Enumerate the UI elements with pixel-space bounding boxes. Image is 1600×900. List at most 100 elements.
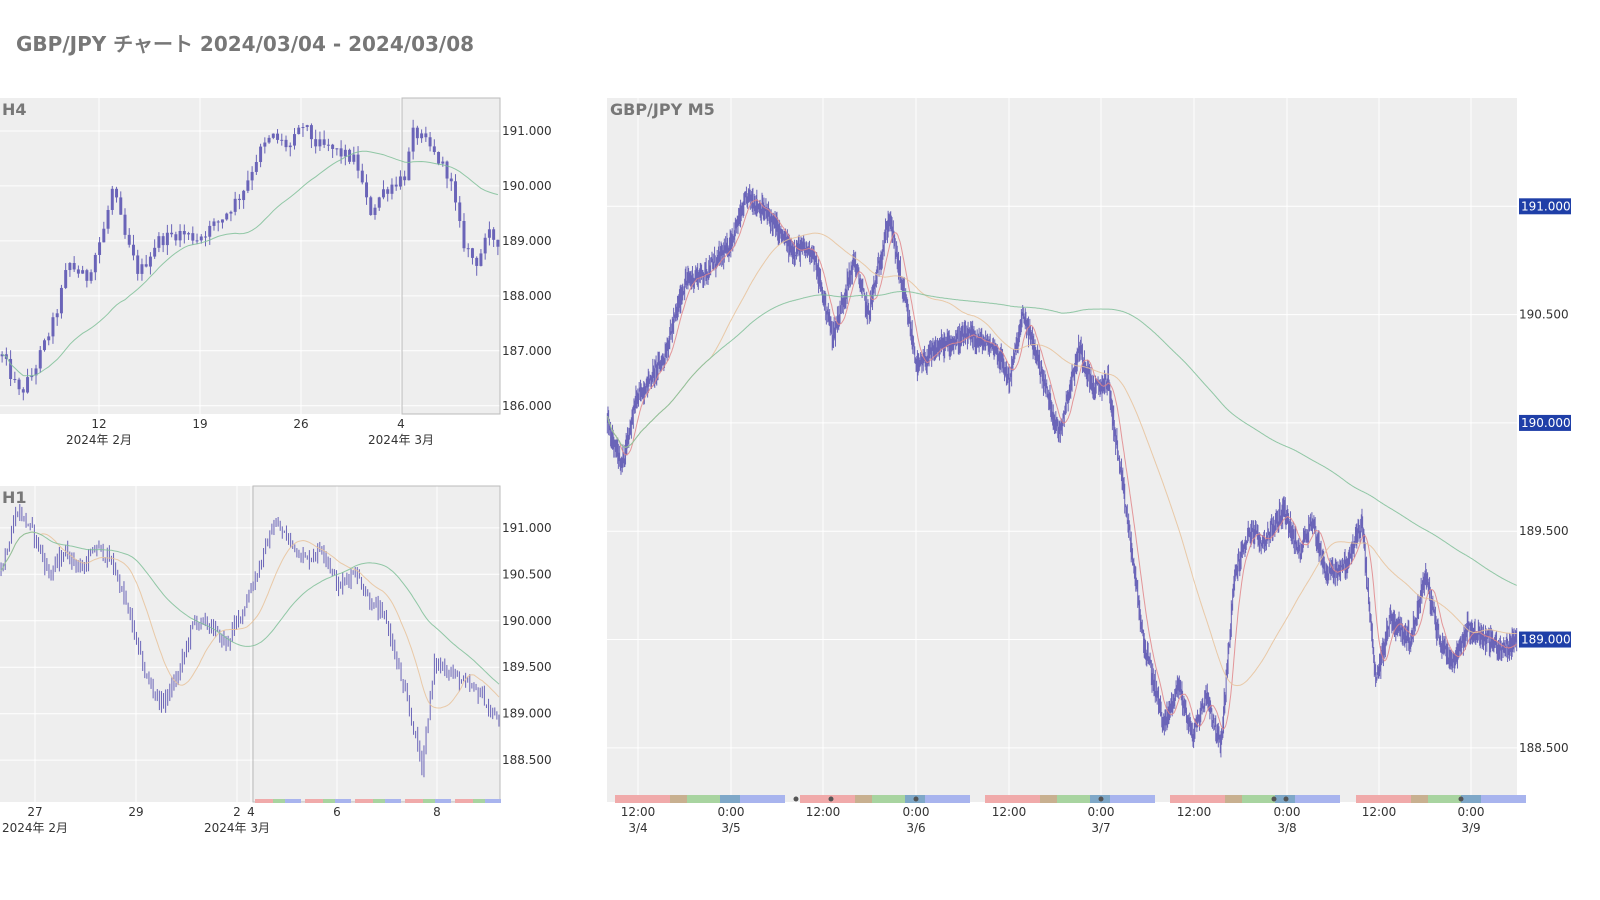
price-level-badge — [1519, 631, 1571, 648]
candle-body — [271, 133, 275, 138]
y-tick-label: 189.000 — [502, 707, 552, 721]
candle-body — [466, 248, 470, 250]
x-tick-label: 12:00 — [1177, 805, 1212, 819]
candle-body — [199, 236, 203, 241]
price-level-badge-text: 189.000 — [1521, 633, 1571, 647]
session-bar-segment — [405, 799, 423, 803]
candle-body — [390, 184, 394, 194]
candle-body — [403, 176, 407, 181]
y-tick-label: 189.500 — [1519, 524, 1569, 538]
candle-body — [373, 207, 377, 215]
candle-body — [335, 148, 339, 150]
candle-body — [102, 228, 106, 243]
session-bar-segment — [1461, 795, 1481, 803]
candle-body — [182, 230, 186, 235]
candle-body — [43, 340, 46, 351]
session-bar-segment — [305, 799, 323, 803]
session-bar-segment — [385, 799, 401, 803]
candle-body — [250, 171, 254, 181]
candle-body — [246, 180, 250, 191]
y-tick-label: 186.000 — [502, 399, 552, 413]
chart-panel-h1: 188.500 189.000 189.500 190.000 190.500 191.0… — [0, 485, 552, 835]
candle-body — [26, 377, 30, 393]
session-bar-segment — [720, 795, 740, 803]
session-bar-segment — [255, 799, 273, 803]
candle-body — [0, 354, 4, 357]
candle-body — [462, 220, 466, 249]
candle-body — [165, 232, 169, 246]
h1-plot-background — [0, 486, 500, 802]
h4-week-highlight — [401, 97, 501, 415]
candle-body — [322, 139, 326, 145]
candle-body — [21, 389, 25, 393]
candle-body — [174, 234, 178, 241]
candle-body — [170, 232, 174, 235]
x-tick-label: 0:00 — [1088, 805, 1115, 819]
event-marker — [1283, 796, 1289, 802]
x-tick-sublabel: 3/6 — [906, 821, 925, 835]
x-tick-label: 29 — [128, 805, 143, 819]
candle-body — [131, 244, 135, 256]
candle-body — [479, 253, 483, 266]
candle-body — [68, 262, 72, 271]
m5-moving-average-line — [606, 291, 1517, 586]
y-tick-label: 188.500 — [502, 753, 552, 767]
candle-body — [339, 148, 343, 157]
x-tick-label: 0:00 — [1458, 805, 1485, 819]
session-bar-segment — [273, 799, 285, 803]
candle-body — [259, 146, 263, 163]
x-tick-label: 12:00 — [1362, 805, 1397, 819]
candle-body — [148, 256, 152, 267]
candle-body — [415, 127, 419, 139]
candle-body — [318, 139, 322, 147]
candle-body — [424, 133, 428, 138]
x-tick-label: 0:00 — [718, 805, 745, 819]
candle-body — [428, 137, 432, 147]
session-bar-segment — [1411, 795, 1428, 803]
candle-body — [76, 269, 80, 274]
x-tick-sublabel: 3/4 — [628, 821, 647, 835]
candle-body — [136, 255, 140, 274]
x-tick-sublabel: 3/9 — [1461, 821, 1480, 835]
x-tick-sublabel: 2024年 2月 — [2, 821, 68, 835]
m5-candles — [606, 184, 1518, 758]
candle-body — [263, 142, 267, 147]
candle-body — [352, 154, 356, 162]
m5-chart-title: GBP/JPY M5 — [610, 100, 715, 119]
page-title: GBP/JPY チャート 2024/03/04 - 2024/03/08 — [16, 32, 475, 56]
candle-body — [309, 125, 313, 140]
candle-body — [38, 350, 42, 369]
candle-body — [140, 264, 144, 274]
candle-body — [411, 127, 415, 152]
candle-body — [297, 127, 301, 135]
candle-body — [449, 178, 453, 182]
chart-panel-m5: 188.500 189.000 189.500 190.000 190.500 191.0… — [606, 98, 1571, 835]
candle-body — [13, 379, 17, 381]
candle-body — [487, 229, 491, 238]
candle-body — [123, 214, 127, 235]
session-bar-segment — [335, 799, 351, 803]
session-bar-segment — [740, 795, 785, 803]
candle-body — [93, 254, 97, 273]
x-tick-label: 6 — [333, 805, 341, 819]
candle-body — [470, 248, 474, 258]
session-bar-segment — [1295, 795, 1340, 803]
h1-moving-average-line — [0, 531, 500, 685]
x-tick-label: 0:00 — [1274, 805, 1301, 819]
h1-chart-title: H1 — [2, 488, 27, 507]
candle-body — [64, 270, 68, 288]
x-tick-label: 4 — [247, 805, 255, 819]
candle-body — [153, 247, 157, 257]
y-tick-label: 190.500 — [1519, 308, 1569, 322]
x-tick-label: 27 — [27, 805, 42, 819]
candle-body — [441, 161, 445, 164]
candle-body — [187, 233, 191, 235]
candle-body — [280, 139, 284, 141]
candle-body — [348, 149, 352, 162]
session-bar-segment — [1110, 795, 1155, 803]
m5-moving-average-line — [606, 199, 1517, 730]
candle-body — [9, 358, 13, 380]
event-marker — [1098, 796, 1104, 802]
x-tick-sublabel: 3/5 — [721, 821, 740, 835]
